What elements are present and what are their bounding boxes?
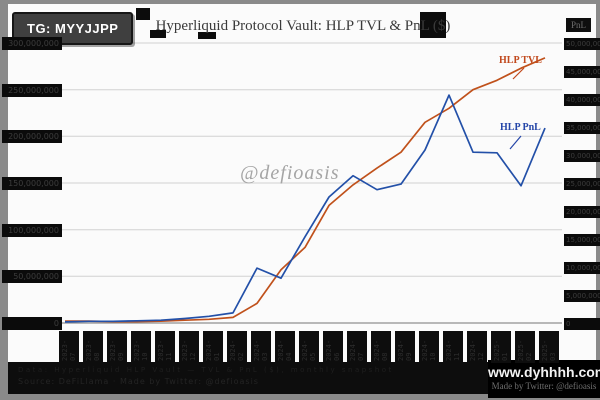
redaction-patch [420,12,446,38]
ylab-tick: 0 [2,317,62,330]
telegram-badge: TG: MYYJJPP [12,12,134,45]
chart-title: Hyperliquid Protocol Vault: HLP TVL & Pn… [155,18,451,34]
site-watermark-box: www.dyhhhh.com Made by Twitter: @defioas… [488,360,600,398]
footer-line-2: Source: DeFiLlama · Made by Twitter: @de… [18,377,259,386]
xlab-tick: 2023-10 [131,331,151,363]
xlab-tick: 2024-10 [419,331,439,363]
xlab-tick: 2024-08 [371,331,391,363]
xlab-tick: 2024-12 [467,331,487,363]
xlab-tick: 2023-09 [107,331,127,363]
xlab-tick: 2024-09 [395,331,415,363]
chart-page: Hyperliquid Protocol Vault: HLP TVL & Pn… [2,4,600,398]
ylab-tick: 50,000,000 [2,270,62,284]
yrlab-tick: 0 [564,318,600,330]
site-credit: Made by Twitter: @defioasis [491,381,597,391]
right-axis-title: PnL [566,18,592,32]
xlab-tick: 2023-08 [83,331,103,363]
tvl-label-arrow [512,67,525,80]
yrlab-tick: 40,000,000 [564,94,600,106]
yrlab-tick: 5,000,000 [564,290,600,302]
pnl-line [64,94,546,323]
redaction-patch [150,30,166,38]
yrlab-tick: 20,000,000 [564,206,600,218]
xlab-tick: 2024-01 [203,331,223,363]
ylab-tick: 200,000,000 [2,130,62,144]
ylab-tick: 150,000,000 [2,177,62,190]
xlab-tick: 2025-03 [539,331,559,363]
pnl-label-arrow [509,135,522,150]
ylab-tick: 100,000,000 [2,223,62,237]
ylab-tick: 300,000,000 [2,37,62,50]
series-label-tvl: HLP TVL [499,55,542,66]
ylab-tick: 250,000,000 [2,83,62,97]
yrlab-tick: 50,000,000 [564,38,600,50]
xlab-tick: 2023-11 [155,331,175,363]
tvl-line [65,57,546,323]
xlab-tick: 2024-02 [227,331,247,363]
xlab-tick: 2025-02 [515,331,535,363]
yrlab-tick: 35,000,000 [564,122,600,134]
site-url: www.dyhhhh.com [488,364,600,380]
xlab-tick: 2025-01 [491,331,511,363]
yrlab-tick: 25,000,000 [564,178,600,190]
xlab-tick: 2023-07 [59,331,79,363]
center-watermark: @defioasis [240,162,340,184]
yrlab-tick: 45,000,000 [564,66,600,78]
footer-line-1: Data: Hyperliquid HLP Vault — TVL & PnL … [18,366,394,374]
xlab-tick: 2024-06 [323,331,343,363]
xlab-tick: 2024-05 [299,331,319,363]
yrlab-tick: 10,000,000 [564,262,600,274]
redaction-patch [136,8,150,20]
xlab-tick: 2024-03 [251,331,271,363]
series-label-pnl: HLP PnL [500,122,541,133]
footer-source-strip: Data: Hyperliquid HLP Vault — TVL & PnL … [8,362,492,394]
xlab-tick: 2024-11 [443,331,463,363]
yrlab-tick: 30,000,000 [564,150,600,162]
xlab-tick: 2023-12 [179,331,199,363]
redaction-patch [198,32,216,39]
yrlab-tick: 15,000,000 [564,234,600,246]
xlab-tick: 2024-07 [347,331,367,363]
xlab-tick: 2024-04 [275,331,295,363]
